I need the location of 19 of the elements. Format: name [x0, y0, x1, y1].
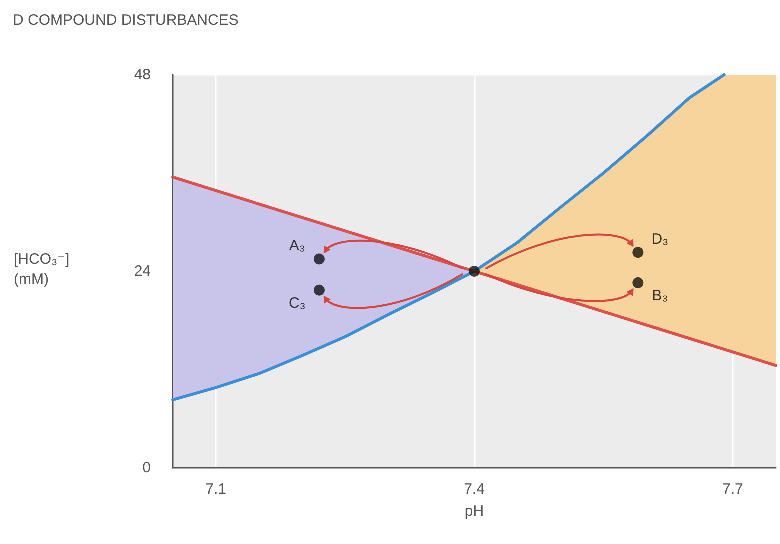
point [632, 247, 644, 258]
data-label: C₃ [288, 294, 306, 312]
point [469, 266, 480, 277]
data-label: B₃ [652, 287, 668, 304]
y-tick-label: 48 [134, 66, 151, 84]
line-series [172, 74, 726, 402]
point [314, 284, 325, 296]
data-label: A₃ [289, 238, 306, 255]
point [632, 277, 644, 288]
y-tick-label: 24 [134, 263, 151, 280]
x-tick-label: 7.1 [206, 481, 226, 498]
point [314, 254, 325, 265]
x-axis-title: pH [464, 503, 484, 520]
y-axis-title: [HCO₃⁻] (mM) [14, 251, 74, 288]
chart-title: D COMPOUND DISTURBANCES [13, 12, 239, 29]
x-tick-label: 7.4 [464, 481, 485, 498]
x-tick-label: 7.7 [722, 481, 744, 498]
y-tick-label: 0 [142, 460, 151, 476]
data-label: D₃ [652, 231, 669, 248]
